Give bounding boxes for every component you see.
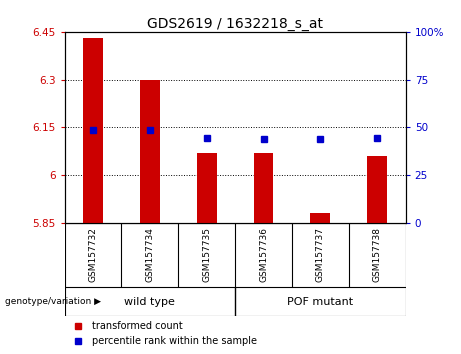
Bar — [367, 156, 387, 223]
Text: percentile rank within the sample: percentile rank within the sample — [92, 336, 257, 346]
Text: GSM157734: GSM157734 — [145, 227, 154, 282]
Text: POF mutant: POF mutant — [287, 297, 354, 307]
Text: GSM157738: GSM157738 — [373, 227, 382, 282]
Bar — [310, 213, 331, 223]
Text: GSM157735: GSM157735 — [202, 227, 211, 282]
Text: genotype/variation ▶: genotype/variation ▶ — [5, 297, 100, 306]
Bar — [197, 153, 217, 223]
Bar — [83, 38, 103, 223]
Title: GDS2619 / 1632218_s_at: GDS2619 / 1632218_s_at — [147, 17, 323, 31]
Text: GSM157732: GSM157732 — [89, 227, 97, 282]
Text: wild type: wild type — [124, 297, 175, 307]
Bar — [254, 153, 273, 223]
Text: GSM157736: GSM157736 — [259, 227, 268, 282]
Text: transformed count: transformed count — [92, 321, 183, 331]
Text: GSM157737: GSM157737 — [316, 227, 325, 282]
Bar — [140, 80, 160, 223]
